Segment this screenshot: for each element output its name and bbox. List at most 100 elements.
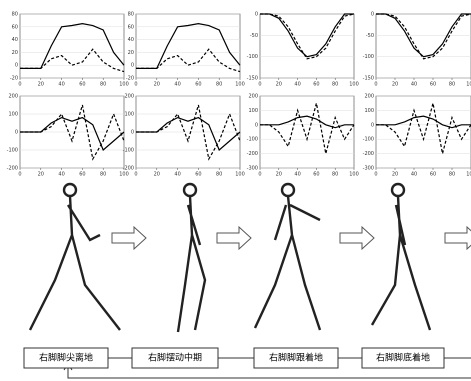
phase-box [361,347,445,369]
phase-label: 右脚脚跟着地 [269,352,323,364]
series-line [260,13,354,58]
x-tick-label: 0 [258,82,261,88]
x-tick-label: 40 [58,82,64,88]
y-tick-label: 0 [131,130,134,136]
x-tick-label: 60 [195,82,201,88]
x-tick-label: 80 [216,82,222,88]
x-tick-label: 0 [258,172,261,178]
y-tick-label: -20 [126,76,134,82]
y-tick-label: -200 [247,151,258,157]
feedback-line [67,366,471,379]
x-tick-label: 60 [313,82,319,88]
x-tick-label: 80 [449,82,455,88]
series-line [136,104,241,161]
x-tick-label: 20 [38,172,44,178]
x-tick-label: 40 [411,82,417,88]
x-tick-label: 20 [276,172,282,178]
y-tick-label: -100 [363,54,374,60]
y-tick-label: 100 [248,108,258,114]
y-tick-label: -200 [363,151,374,157]
x-tick-label: 60 [79,82,85,88]
arrow [111,225,147,251]
y-tick-label: -200 [7,166,18,172]
y-tick-label: -150 [363,76,374,82]
y-tick-label: -100 [247,137,258,143]
x-tick-label: 0 [374,82,377,88]
x-tick-label: 100 [349,172,359,178]
series-line [260,103,355,154]
series-line [376,103,471,154]
x-tick-label: 60 [430,172,436,178]
y-tick-label: 60 [12,24,18,30]
x-tick-label: 20 [154,172,160,178]
y-tick-label: 0 [255,122,258,128]
y-tick-label: -100 [7,148,18,154]
y-tick-label: 100 [124,112,134,118]
y-tick-label: -300 [247,166,258,172]
y-tick-label: 0 [371,122,374,128]
plot-frame [135,13,241,79]
x-tick-label: 60 [79,172,85,178]
x-tick-label: 40 [174,172,180,178]
y-tick-label: 0 [15,130,18,136]
x-tick-label: 100 [349,82,359,88]
y-tick-label: -100 [363,137,374,143]
x-tick-label: 80 [100,172,106,178]
y-tick-label: -50 [366,33,374,39]
x-tick-label: 0 [374,172,377,178]
x-tick-label: 0 [18,172,21,178]
x-tick-label: 40 [294,172,300,178]
x-tick-label: 20 [392,172,398,178]
x-tick-label: 40 [58,172,64,178]
x-tick-label: 80 [100,82,106,88]
y-tick-label: 40 [12,37,18,43]
x-tick-label: 80 [332,82,338,88]
x-tick-label: 60 [195,172,201,178]
x-tick-label: 80 [449,172,455,178]
y-tick-label: -100 [247,54,258,60]
y-tick-label: 200 [364,94,374,100]
x-tick-label: 20 [276,82,282,88]
y-tick-label: 100 [364,108,374,114]
y-tick-label: 200 [248,94,258,100]
y-tick-label: 20 [12,50,18,56]
plot-frame [375,13,471,79]
y-tick-label: -50 [250,33,258,39]
x-tick-label: 0 [18,82,21,88]
x-tick-label: 100 [466,82,471,88]
y-tick-label: 80 [12,12,18,18]
plot-frame [375,95,471,169]
y-tick-label: 20 [128,50,134,56]
phase-box [23,347,109,369]
x-tick-label: 80 [332,172,338,178]
x-tick-label: 40 [294,82,300,88]
phase-label: 右脚脚底着地 [376,352,430,364]
x-tick-label: 100 [235,82,245,88]
arrow [339,225,375,251]
series-line [20,48,125,73]
y-tick-label: 100 [8,112,18,118]
x-tick-label: 20 [392,82,398,88]
y-tick-label: -300 [363,166,374,172]
phase-box [253,347,339,369]
x-tick-label: 0 [134,82,137,88]
x-tick-label: 60 [313,172,319,178]
series-line [376,13,471,58]
y-tick-label: 40 [128,37,134,43]
arrow [216,225,252,251]
arrow [444,225,471,251]
series-line [260,13,355,60]
x-tick-label: 100 [119,172,129,178]
series-line [260,115,354,129]
skeleton [28,182,121,331]
skeletons [28,182,432,333]
skeleton [253,182,322,331]
x-tick-label: 40 [411,172,417,178]
phase-label: 右脚脚尖离地 [39,352,93,364]
plot-frame [259,13,355,79]
phase-label: 右脚摆动中期 [148,352,202,364]
y-tick-label: 80 [128,12,134,18]
y-tick-label: -150 [247,76,258,82]
x-tick-label: 60 [430,82,436,88]
